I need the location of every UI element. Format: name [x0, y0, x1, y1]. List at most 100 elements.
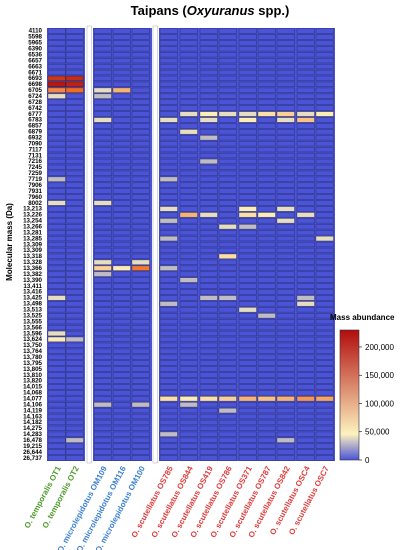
- heatmap-cell: [131, 170, 150, 176]
- heatmap-cell: [131, 372, 150, 378]
- heatmap-cell: [47, 158, 66, 165]
- heatmap-cell: [296, 34, 315, 40]
- heatmap-cell-highlight: [218, 407, 237, 414]
- heatmap-cell: [47, 307, 66, 313]
- heatmap-cell: [159, 289, 178, 295]
- heatmap-cell: [65, 194, 84, 200]
- heatmap-cell: [65, 253, 84, 259]
- heatmap-cell: [276, 152, 295, 159]
- heatmap-cell: [238, 324, 257, 331]
- heatmap-cell: [65, 170, 84, 176]
- heatmap-cell: [159, 93, 178, 99]
- heatmap-cell: [315, 313, 334, 319]
- heatmap-cell: [131, 87, 150, 93]
- heatmap-cell: [93, 330, 112, 337]
- heatmap-cell: [257, 289, 276, 295]
- heatmap-cell: [218, 271, 237, 277]
- heatmap-cell: [159, 259, 178, 265]
- heatmap-cell: [112, 360, 131, 366]
- row-label: 6663: [28, 63, 42, 70]
- heatmap-cell: [112, 63, 131, 70]
- heatmap-cell-highlight: [93, 200, 112, 206]
- heatmap-cell: [112, 99, 131, 105]
- heatmap-cell: [65, 58, 84, 64]
- heatmap-cell: [93, 407, 112, 414]
- heatmap-cell: [65, 360, 84, 366]
- heatmap-cell: [276, 259, 295, 265]
- heatmap-cell: [199, 206, 218, 212]
- heatmap-cell: [159, 247, 178, 254]
- heatmap-cell: [93, 58, 112, 64]
- heatmap-cell-highlight: [296, 295, 315, 301]
- row-label: 6728: [28, 99, 42, 106]
- heatmap-cell: [276, 40, 295, 46]
- heatmap-cell: [112, 378, 131, 384]
- row-label: 13,416: [23, 289, 42, 296]
- row-label: 13,525: [23, 312, 42, 319]
- heatmap-cell: [296, 206, 315, 212]
- heatmap-cell: [47, 218, 66, 224]
- heatmap-cell-highlight: [47, 295, 66, 301]
- heatmap-cell: [131, 63, 150, 70]
- heatmap-cell: [179, 449, 198, 455]
- heatmap-cell: [218, 425, 237, 431]
- heatmap-cell: [218, 63, 237, 70]
- heatmap-cell: [131, 419, 150, 426]
- heatmap-cell: [47, 152, 66, 159]
- heatmap-cell: [93, 129, 112, 135]
- heatmap-cell: [159, 348, 178, 354]
- heatmap-cell: [179, 58, 198, 64]
- heatmap-cell: [65, 141, 84, 147]
- heatmap-cell: [238, 253, 257, 259]
- heatmap-cell: [65, 419, 84, 426]
- heatmap-cell: [65, 318, 84, 325]
- heatmap-cell: [179, 117, 198, 123]
- heatmap-cell: [159, 295, 178, 301]
- heatmap-cell: [159, 129, 178, 135]
- heatmap-cell: [257, 58, 276, 64]
- heatmap-cell: [315, 123, 334, 129]
- heatmap-cell: [257, 301, 276, 307]
- heatmap-cell: [131, 40, 150, 46]
- heatmap-cell: [179, 34, 198, 40]
- heatmap-cell: [218, 75, 237, 82]
- heatmap-cell: [315, 378, 334, 384]
- heatmap-cell: [315, 425, 334, 431]
- heatmap-cell: [131, 194, 150, 200]
- heatmap-cell: [257, 259, 276, 265]
- heatmap-cell: [131, 455, 150, 461]
- heatmap-cell: [199, 253, 218, 259]
- heatmap-cell: [159, 271, 178, 277]
- heatmap-cell-highlight: [199, 212, 218, 218]
- heatmap-cell: [296, 259, 315, 265]
- heatmap-cell: [315, 295, 334, 301]
- heatmap-cell: [179, 135, 198, 141]
- heatmap-cell: [199, 52, 218, 58]
- heatmap-cell-highlight: [159, 117, 178, 123]
- legend-colorbar: [339, 329, 360, 461]
- heatmap-cell: [159, 75, 178, 82]
- heatmap-cell: [112, 75, 131, 82]
- heatmap-cell: [47, 170, 66, 176]
- heatmap-cell: [112, 146, 131, 153]
- row-label: 14,182: [23, 419, 42, 426]
- heatmap-cell: [93, 146, 112, 153]
- heatmap-cell: [179, 390, 198, 396]
- heatmap-cell: [218, 200, 237, 206]
- heatmap-cell: [131, 431, 150, 437]
- heatmap-cell: [65, 28, 84, 34]
- heatmap-cell: [131, 307, 150, 313]
- heatmap-cell: [47, 277, 66, 283]
- heatmap-cell: [296, 52, 315, 58]
- heatmap-cell: [218, 366, 237, 372]
- heatmap-cell: [65, 330, 84, 337]
- heatmap-cell-highlight: [238, 224, 257, 230]
- row-label: 13,328: [23, 259, 42, 266]
- row-label: 13,309: [23, 241, 42, 248]
- heatmap-cell: [159, 111, 178, 117]
- heatmap-cell-highlight: [159, 431, 178, 437]
- heatmap-cell: [159, 342, 178, 348]
- heatmap-cell: [65, 348, 84, 354]
- heatmap-cell: [238, 342, 257, 348]
- heatmap-cell: [296, 28, 315, 34]
